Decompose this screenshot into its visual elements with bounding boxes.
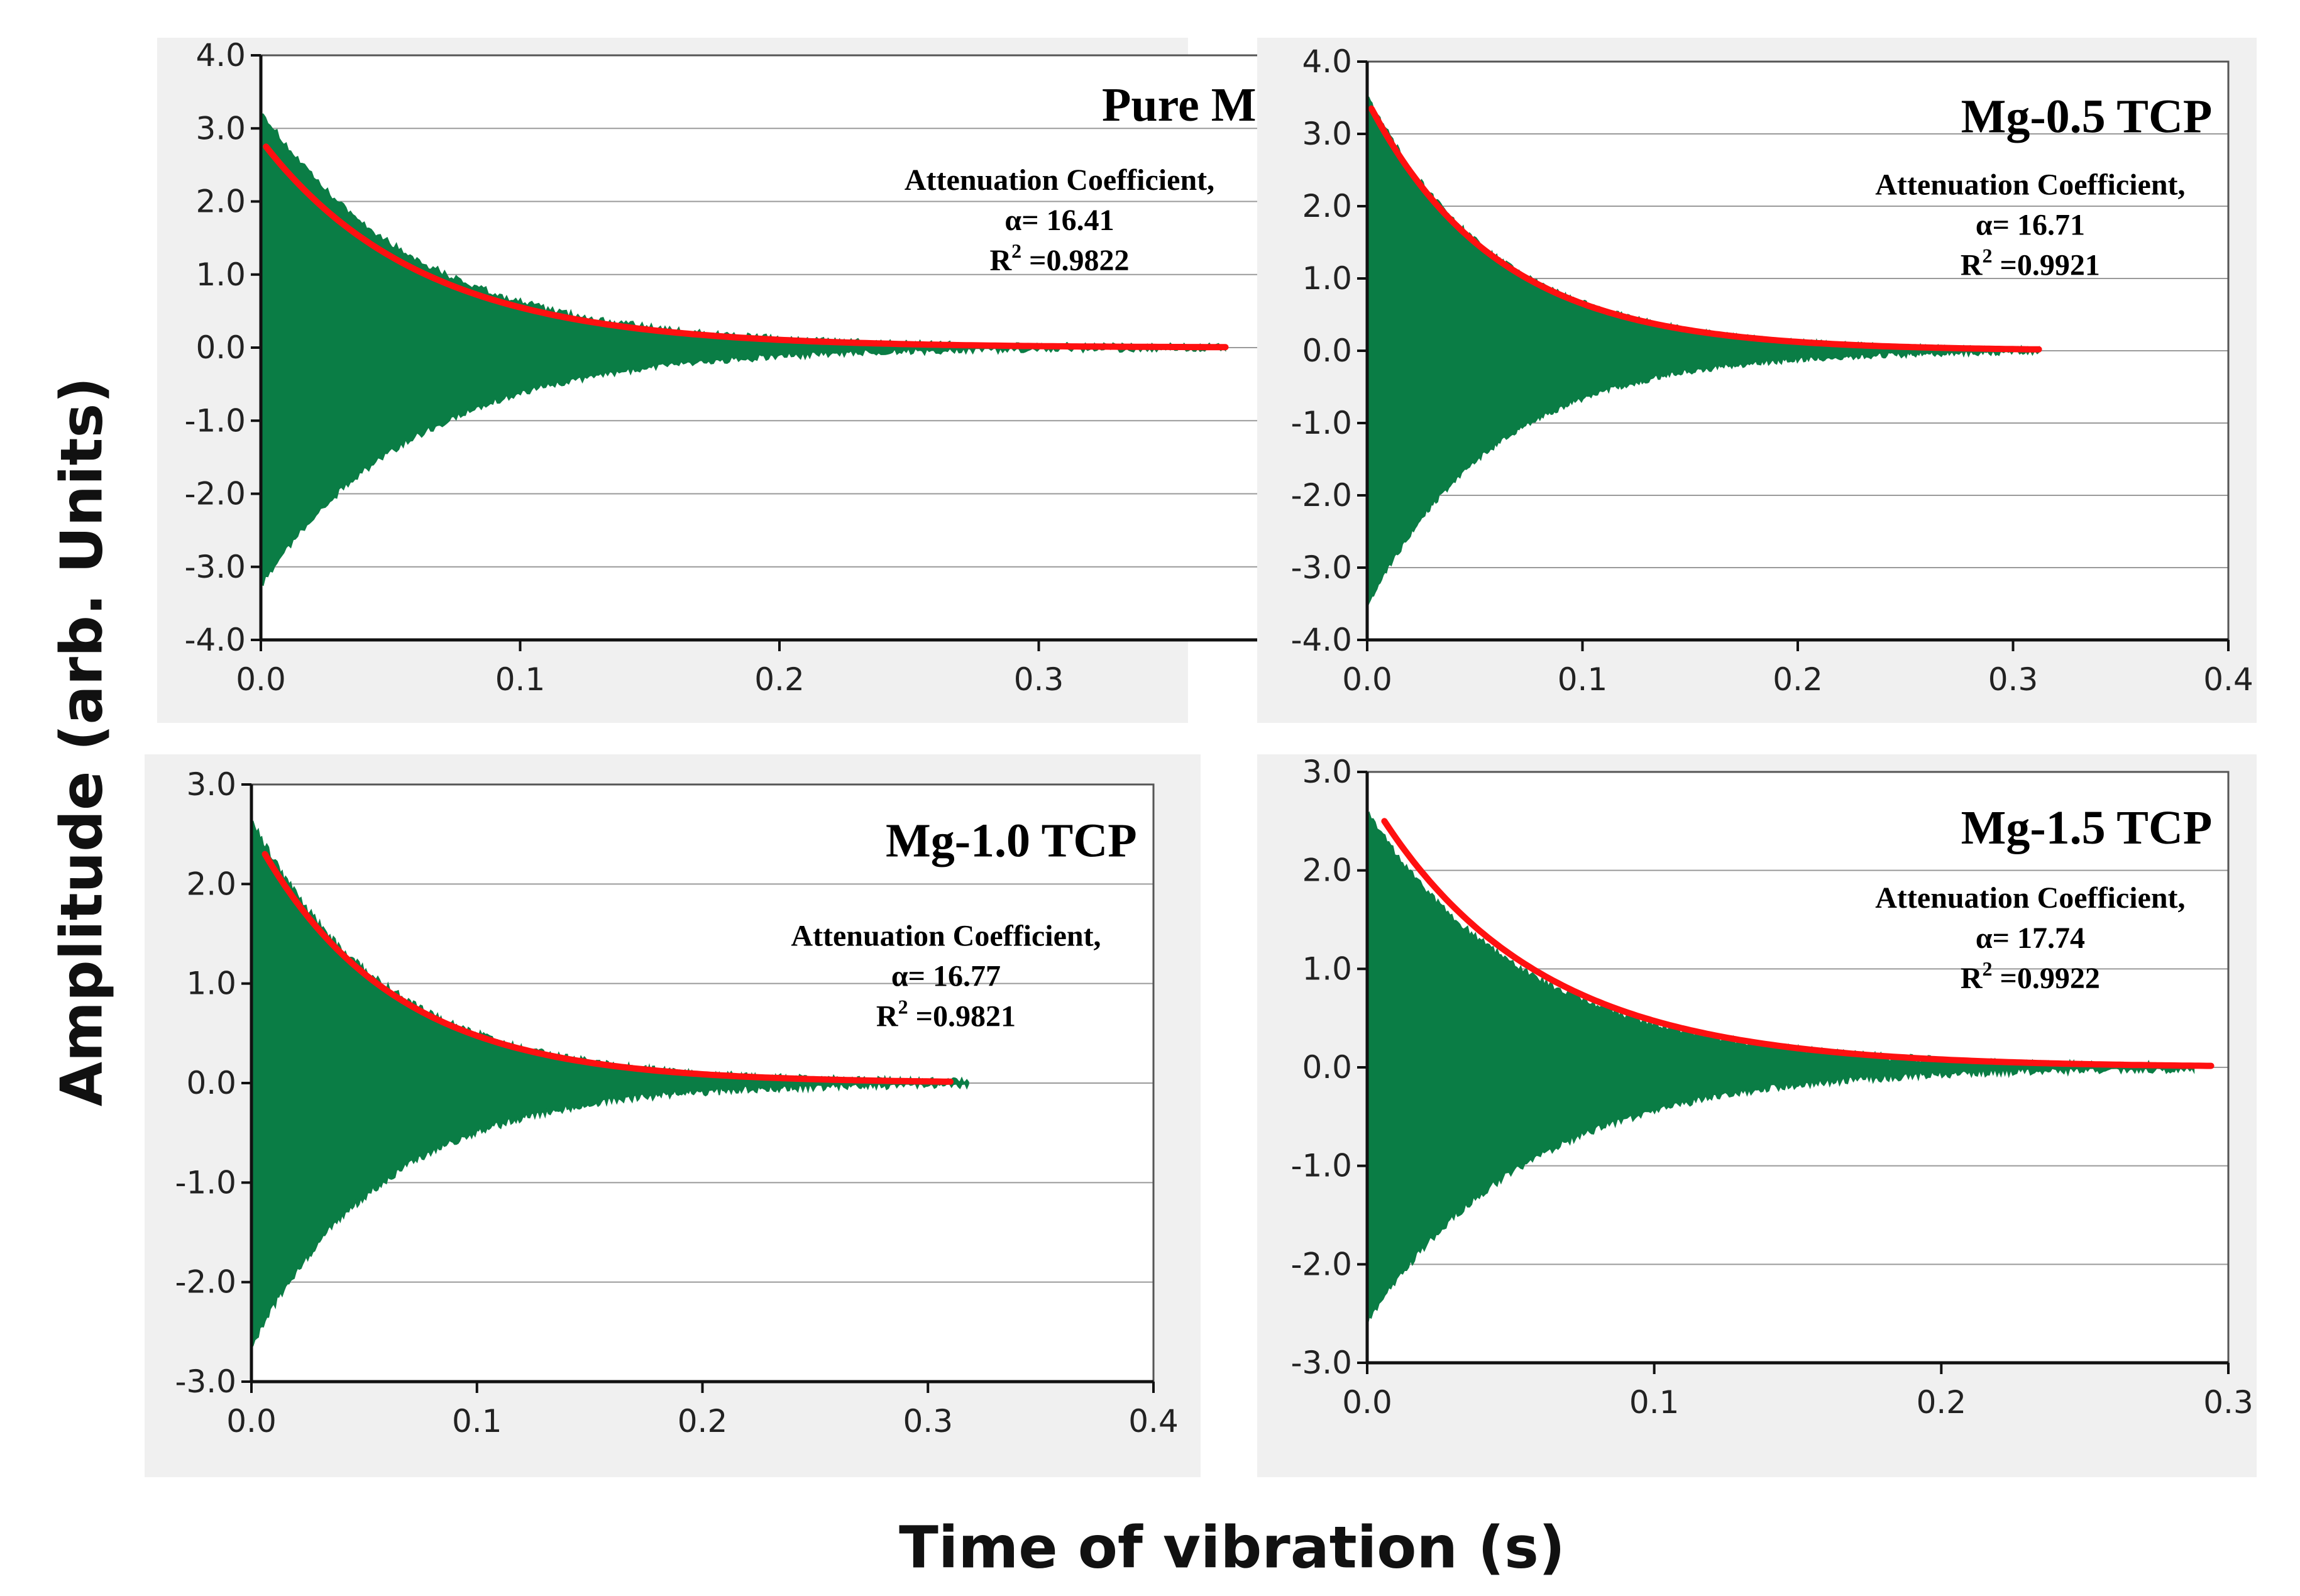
- y-tick-label: 2.0: [1302, 852, 1352, 889]
- chart-pure-mg: -4.0 -3.0 -2.0 -1.0 0.0 1.0 2.0 3.0 4.0 0.0 0.1 0.2…: [157, 37, 1323, 723]
- annotation-heading: Attenuation Coefficient,: [1875, 168, 2185, 202]
- annotation-alpha: α= 16.77: [891, 960, 1001, 993]
- y-tick-label: -3.0: [1290, 1345, 1352, 1381]
- y-tick-label: 3.0: [1302, 116, 1352, 152]
- vibration-envelope-area: [260, 113, 1226, 586]
- exponential-fit-line: [1368, 105, 2042, 353]
- y-axis-label: Amplitude (arb. Units): [48, 377, 116, 1107]
- x-tick-label: 0.2: [754, 661, 805, 698]
- x-tick-label: 0.2: [1773, 661, 1823, 698]
- exponential-fit-line: [261, 850, 954, 1085]
- y-tick-label: 0.0: [195, 329, 246, 366]
- y-tick-label: -3.0: [175, 1363, 236, 1400]
- x-tick-label: 0.4: [2203, 661, 2253, 698]
- annotation-alpha: α= 17.74: [1976, 922, 2085, 955]
- y-tick-label: 1.0: [186, 966, 236, 1002]
- y-tick-label: -4.0: [1290, 622, 1352, 658]
- annotation-heading: Attenuation Coefficient,: [1875, 881, 2185, 915]
- plot-svg: -3.0 -2.0 -1.0 0.0 1.0 2.0 3.0 0.0 0.1 0.2 0.3 Mg-1…: [1290, 754, 2253, 1421]
- y-tick-label: -1.0: [1290, 1148, 1352, 1184]
- annotation-alpha: α= 16.41: [1004, 204, 1114, 237]
- x-tick-label: 0.0: [236, 661, 286, 698]
- y-tick-label: 0.0: [1302, 1049, 1352, 1086]
- y-tick-label: 1.0: [195, 256, 246, 293]
- y-tick-label: 2.0: [186, 866, 236, 902]
- vibration-envelope-area: [251, 820, 969, 1349]
- y-tick-label: 3.0: [1302, 754, 1352, 790]
- annotation-r-squared: R2 =0.9821: [876, 996, 1016, 1033]
- exponential-fit-line: [263, 143, 1229, 351]
- y-tick-label: 2.0: [195, 184, 246, 220]
- chart-mg-1-5-tcp: -3.0 -2.0 -1.0 0.0 1.0 2.0 3.0 0.0 0.1 0.2 0.3 Mg-1…: [1257, 754, 2257, 1477]
- y-tick-label: 1.0: [1302, 260, 1352, 297]
- x-tick-label: 0.1: [1629, 1384, 1680, 1421]
- x-tick-label: 0.4: [1128, 1403, 1179, 1439]
- exponential-fit-line: [1381, 818, 2215, 1069]
- x-tick-label: 0.3: [2203, 1384, 2253, 1421]
- annotation-r-squared: R2 =0.9822: [989, 239, 1129, 277]
- y-tick-label: -2.0: [1290, 477, 1352, 514]
- y-tick-label: 3.0: [186, 766, 236, 803]
- x-tick-label: 0.1: [495, 661, 546, 698]
- x-tick-label: 0.1: [452, 1403, 502, 1439]
- y-tick-label: -3.0: [1290, 549, 1352, 586]
- panel-title: Mg-1.0 TCP: [886, 815, 1137, 867]
- y-tick-label: 0.0: [186, 1065, 236, 1101]
- annotation-heading: Attenuation Coefficient,: [905, 163, 1214, 197]
- y-tick-label: -2.0: [184, 476, 246, 512]
- y-tick-label: -2.0: [175, 1264, 236, 1301]
- panel-title: Mg-1.5 TCP: [1961, 801, 2213, 854]
- x-tick-label: 0.0: [1342, 661, 1392, 698]
- annotation-alpha: α= 16.71: [1976, 209, 2085, 242]
- y-tick-label: -1.0: [175, 1164, 236, 1201]
- y-tick-label: 4.0: [1302, 43, 1352, 80]
- plot-svg: -4.0 -3.0 -2.0 -1.0 0.0 1.0 2.0 3.0 4.0 0.0 0.1 0.2…: [1290, 43, 2253, 698]
- x-tick-label: 0.3: [903, 1403, 953, 1439]
- x-tick-label: 0.2: [678, 1403, 728, 1439]
- x-tick-label: 0.0: [1342, 1384, 1392, 1421]
- y-tick-label: 1.0: [1302, 950, 1352, 987]
- y-tick-label: 0.0: [1302, 333, 1352, 369]
- y-tick-label: -2.0: [1290, 1246, 1352, 1282]
- annotation-r-squared: R2 =0.9922: [1961, 957, 2100, 995]
- y-tick-label: -3.0: [184, 549, 246, 585]
- x-tick-label: 0.0: [226, 1403, 277, 1439]
- y-tick-label: -4.0: [184, 622, 246, 658]
- y-tick-label: 2.0: [1302, 188, 1352, 224]
- panel-title: Mg-0.5 TCP: [1961, 90, 2213, 143]
- x-tick-label: 0.3: [1988, 661, 2039, 698]
- y-tick-label: 3.0: [195, 110, 246, 146]
- annotation-r-squared: R2 =0.9921: [1961, 245, 2100, 282]
- panel-title: Pure Mg: [1102, 79, 1280, 131]
- y-tick-label: -1.0: [184, 402, 246, 439]
- x-tick-label: 0.1: [1558, 661, 1608, 698]
- y-tick-label: 4.0: [195, 37, 246, 74]
- y-tick-label: -1.0: [1290, 405, 1352, 441]
- x-axis-label: Time of vibration (s): [899, 1514, 1565, 1582]
- x-tick-label: 0.3: [1014, 661, 1064, 698]
- chart-mg-0-5-tcp: -4.0 -3.0 -2.0 -1.0 0.0 1.0 2.0 3.0 4.0 0.0 0.1 0.2…: [1257, 38, 2257, 723]
- plot-svg: -4.0 -3.0 -2.0 -1.0 0.0 1.0 2.0 3.0 4.0 0.0 0.1 0.2…: [184, 37, 1323, 698]
- plot-svg: -3.0 -2.0 -1.0 0.0 1.0 2.0 3.0 0.0 0.1 0.2 0.3 0.4 M…: [175, 766, 1179, 1439]
- x-tick-label: 0.2: [1917, 1384, 1967, 1421]
- annotation-heading: Attenuation Coefficient,: [791, 920, 1101, 953]
- chart-mg-1-0-tcp: -3.0 -2.0 -1.0 0.0 1.0 2.0 3.0 0.0 0.1 0.2 0.3 0.4 M…: [145, 754, 1201, 1477]
